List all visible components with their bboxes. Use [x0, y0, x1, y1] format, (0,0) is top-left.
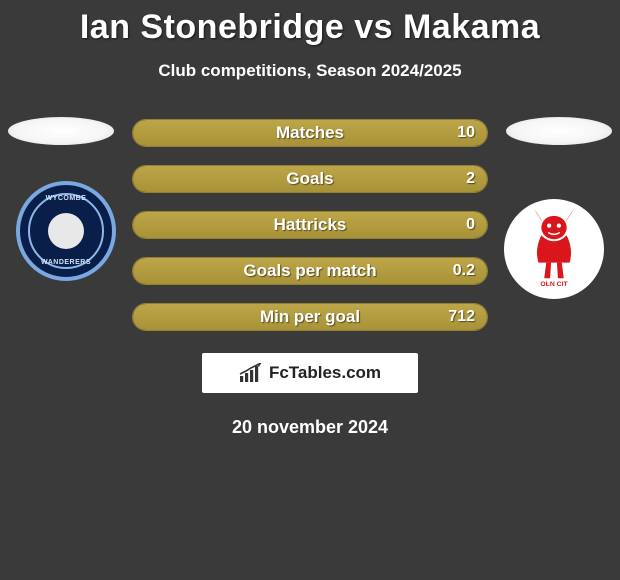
stat-pill: Goals2 [132, 165, 488, 193]
brand-chart-icon [239, 363, 263, 383]
svg-text:OLN CIT: OLN CIT [540, 281, 568, 288]
imp-icon: OLN CIT [523, 210, 585, 288]
page-title: Ian Stonebridge vs Makama [0, 8, 620, 47]
left-club-badge: WYCOMBE WANDERERS [16, 181, 116, 281]
badge-text-top: WYCOMBE [46, 195, 87, 203]
brand-box: FcTables.com [202, 353, 418, 393]
stat-label: Hattricks [133, 215, 487, 235]
stat-label: Goals [133, 169, 487, 189]
left-player-silhouette [8, 117, 114, 145]
stat-pill: Matches10 [132, 119, 488, 147]
stats-column: Matches10 Goals2 Hattricks0 Goals per match… [126, 117, 494, 331]
stat-label: Matches [133, 123, 487, 143]
stat-value-right: 0 [466, 216, 475, 234]
badge-center [48, 213, 84, 249]
stat-value-right: 2 [466, 170, 475, 188]
left-player-column: WYCOMBE WANDERERS [6, 117, 126, 281]
stat-label: Goals per match [133, 261, 487, 281]
right-club-badge: OLN CIT [504, 199, 604, 299]
right-player-column: OLN CIT [494, 117, 614, 299]
right-player-silhouette [506, 117, 612, 145]
stat-value-right: 0.2 [453, 262, 475, 280]
badge-text-bottom: WANDERERS [41, 259, 91, 267]
date-text: 20 november 2024 [232, 417, 388, 438]
stat-pill: Hattricks0 [132, 211, 488, 239]
comparison-card: Ian Stonebridge vs Makama Club competiti… [0, 0, 620, 580]
stat-label: Min per goal [133, 307, 487, 327]
stat-pill: Min per goal712 [132, 303, 488, 331]
stat-value-right: 712 [448, 308, 475, 326]
brand-text: FcTables.com [269, 363, 381, 383]
stat-value-right: 10 [457, 124, 475, 142]
footer: FcTables.com 20 november 2024 [0, 353, 620, 438]
stat-pill: Goals per match0.2 [132, 257, 488, 285]
subtitle: Club competitions, Season 2024/2025 [0, 61, 620, 81]
main-row: WYCOMBE WANDERERS Matches10 Goals2 Hattric… [0, 117, 620, 331]
